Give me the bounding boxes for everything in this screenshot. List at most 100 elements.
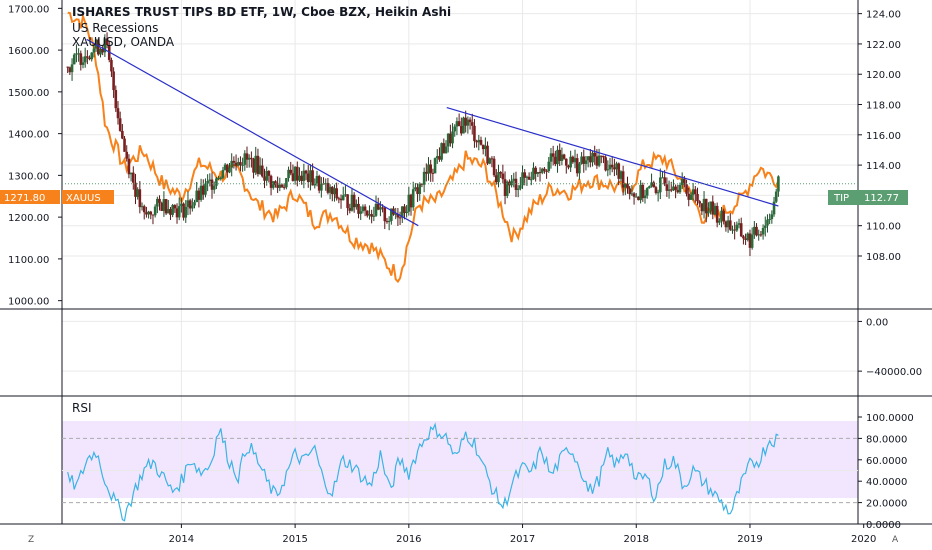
candle-body xyxy=(433,158,437,174)
candle-body xyxy=(171,205,174,215)
candle-body xyxy=(147,211,150,215)
legend-recessions[interactable]: US Recessions xyxy=(72,21,158,35)
candle-body xyxy=(440,143,443,160)
candle-body xyxy=(475,141,478,143)
candle-body xyxy=(575,158,579,174)
candle-body xyxy=(425,171,428,174)
x-axis: 2014201520162017201820192020Nov xyxy=(169,524,876,545)
gold-badge-symbol: XAUUS xyxy=(66,193,101,204)
candle-body xyxy=(99,49,102,55)
right-tick-label: 108.00 xyxy=(866,252,901,263)
x-tick-label: 2015 xyxy=(282,534,307,545)
candle-body xyxy=(768,219,771,221)
candle-body xyxy=(755,226,758,236)
candle-body xyxy=(455,121,459,127)
oscillator-axis[interactable]: 0.00 −40000.00 xyxy=(858,317,922,378)
candle-body xyxy=(403,206,406,214)
candle-body xyxy=(239,162,242,166)
candle-body xyxy=(639,184,642,201)
candle-body xyxy=(584,160,588,164)
candle-body xyxy=(420,183,424,185)
osc-tick-label: −40000.00 xyxy=(866,367,922,378)
candle-body xyxy=(418,183,422,194)
candle-body xyxy=(234,162,238,166)
candle-body xyxy=(707,210,710,214)
rsi-label[interactable]: RSI xyxy=(72,401,92,415)
candle-body xyxy=(540,168,544,173)
candle-body xyxy=(481,144,485,150)
candle-body xyxy=(674,186,677,190)
tip-badge-symbol: TIP xyxy=(833,193,849,204)
rsi-tick-label: 20.0000 xyxy=(866,499,907,510)
candle-body xyxy=(370,214,373,217)
candle-body xyxy=(462,117,465,134)
candle-body xyxy=(554,156,557,165)
candle-body xyxy=(232,160,236,163)
candle-body xyxy=(617,163,621,179)
candle-body xyxy=(315,175,319,184)
rsi-axis[interactable]: 100.0000 80.0000 60.0000 40.0000 20.0000 0.00… xyxy=(858,413,914,531)
chart-title[interactable]: ISHARES TRUST TIPS BD ETF, 1W, Cboe BZX,… xyxy=(72,5,451,19)
candle-body xyxy=(510,180,513,186)
candle-body xyxy=(431,172,435,174)
candle-body xyxy=(604,157,607,171)
candle-body xyxy=(247,157,251,160)
zoom-icon[interactable]: Z xyxy=(28,535,34,545)
x-tick-label: 2016 xyxy=(396,534,421,545)
candle-body xyxy=(158,198,161,203)
candle-body xyxy=(774,191,778,202)
candle-body xyxy=(444,146,448,154)
candle-body xyxy=(173,205,177,209)
candle-body xyxy=(735,224,739,231)
candle-body xyxy=(626,183,629,189)
candle-body xyxy=(641,184,645,199)
candle-body xyxy=(549,153,553,162)
candle-body xyxy=(138,189,142,208)
candle-body xyxy=(254,155,258,173)
candle-body xyxy=(558,149,562,161)
x-tick-label: 2014 xyxy=(169,534,194,545)
left-tick-label: 1600.00 xyxy=(8,46,49,57)
candle-body xyxy=(495,175,498,183)
trendlines[interactable] xyxy=(86,38,779,227)
candle-body xyxy=(114,90,118,109)
candle-body xyxy=(586,156,590,161)
candle-body xyxy=(97,39,100,55)
candle-body xyxy=(742,236,745,239)
candle-body xyxy=(503,179,507,196)
candle-body xyxy=(718,220,721,223)
candle-body xyxy=(637,196,640,201)
candle-body xyxy=(250,157,253,159)
candle-body xyxy=(121,130,124,139)
candle-body xyxy=(547,161,551,172)
candle-body xyxy=(140,206,144,208)
candle-body xyxy=(669,189,673,191)
legend-gold[interactable]: XAUUSD, OANDA xyxy=(72,35,175,49)
candle-body xyxy=(344,194,347,196)
candle-body xyxy=(162,199,166,211)
candle-body xyxy=(580,156,583,164)
candle-body xyxy=(597,155,601,166)
candle-body xyxy=(296,166,299,181)
candle-body xyxy=(311,170,314,186)
candle-body xyxy=(306,173,310,182)
candle-body xyxy=(422,171,426,185)
candle-body xyxy=(536,172,540,174)
candle-body xyxy=(405,211,408,214)
auto-scale-button[interactable]: A xyxy=(892,535,899,545)
candle-body xyxy=(490,158,494,160)
candle-body xyxy=(691,189,695,195)
left-tick-label: 1700.00 xyxy=(8,4,49,15)
candle-body xyxy=(125,151,129,159)
candle-body xyxy=(484,145,487,150)
candle-body xyxy=(407,194,411,212)
candle-body xyxy=(427,164,430,174)
candle-body xyxy=(263,176,266,181)
candle-body xyxy=(468,119,472,123)
rsi-series xyxy=(67,422,779,522)
candle-body xyxy=(525,176,529,178)
candle-body xyxy=(683,178,686,185)
left-gold-axis[interactable]: 1700.00 1600.00 1500.00 1400.00 1300.00 1200.… xyxy=(8,4,62,308)
candle-body xyxy=(245,153,249,160)
